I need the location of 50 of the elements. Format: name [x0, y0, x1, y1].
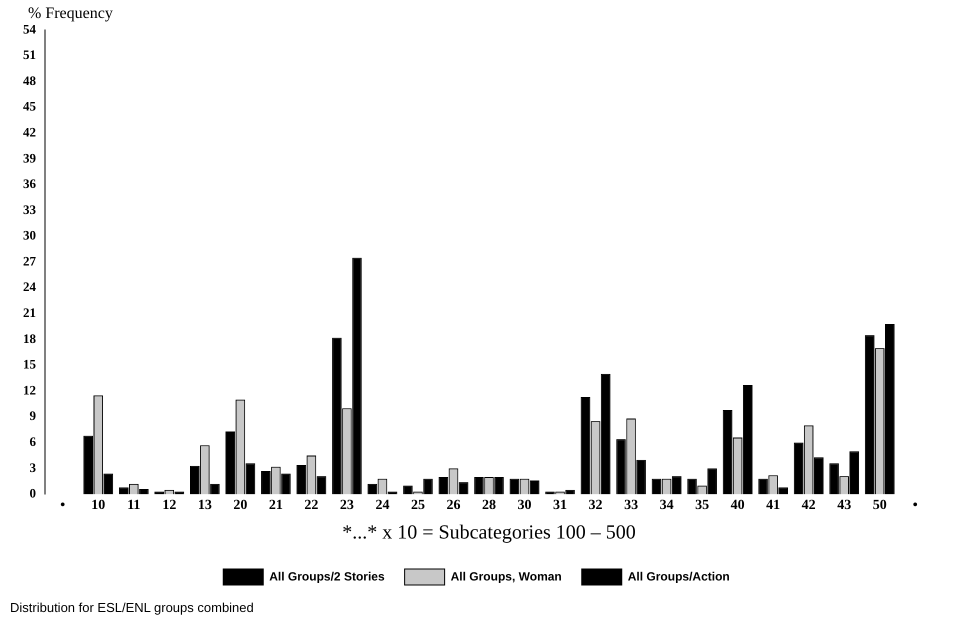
x-tick-label: 11 [127, 498, 140, 514]
x-tick-label: • [912, 498, 918, 514]
y-tick-label: 21 [23, 305, 36, 320]
y-tick-label: 3 [30, 460, 36, 475]
x-tick-label: 20 [233, 498, 248, 514]
x-tick-label: 12 [162, 498, 176, 514]
x-tick-label: 41 [766, 498, 780, 514]
y-tick-label: 36 [23, 176, 36, 192]
y-tick-label: 24 [23, 279, 36, 294]
y-tick-label: 15 [23, 356, 36, 372]
y-axis-title: % Frequency [28, 5, 113, 22]
x-tick-label: 23 [340, 498, 354, 514]
x-axis-title: *...* x 10 = Subcategories 100 – 500 [342, 521, 636, 544]
x-tick-label: • [60, 498, 66, 514]
text: Distribution for ESL/ENL groups combined [10, 600, 254, 615]
legend-label: All Groups, Woman [450, 569, 562, 584]
x-tick-label: 33 [624, 498, 638, 514]
x-tick-label: 43 [837, 498, 852, 514]
y-tick-label: 54 [23, 21, 36, 36]
x-tick-label: 28 [482, 498, 496, 514]
y-tick-label: 30 [23, 228, 36, 243]
y-tick-label: 0 [30, 486, 36, 501]
x-tick-label: 34 [660, 498, 674, 514]
x-tick-label: 35 [695, 498, 710, 514]
x-tick-label: 13 [198, 498, 212, 514]
x-tick-label: 42 [802, 498, 816, 514]
x-tick-label: 25 [410, 498, 425, 514]
y-tick-label: 6 [30, 434, 36, 449]
legend-label: All Groups/2 Stories [269, 569, 385, 584]
y-tick-label: 9 [30, 408, 36, 424]
y-tick-label: 12 [23, 382, 36, 398]
y-tick-label: 45 [23, 98, 36, 114]
y-tick-label: 33 [23, 202, 36, 217]
x-tick-label: 26 [446, 498, 460, 514]
x-tick-label: 21 [268, 498, 283, 514]
x-tick-label: 50 [872, 498, 887, 514]
x-tick-label: 10 [91, 498, 106, 514]
x-tick-label: 24 [375, 498, 390, 514]
y-tick-label: 18 [23, 330, 36, 346]
x-tick-label: 32 [588, 498, 603, 514]
x-tick-label: 22 [304, 498, 318, 514]
y-tick-label: 51 [23, 47, 36, 62]
y-tick-label: 48 [23, 72, 36, 88]
x-tick-label: 31 [553, 498, 568, 514]
x-tick-label: 30 [518, 498, 532, 514]
y-tick-label: 27 [23, 253, 36, 268]
y-tick-label: 39 [23, 150, 36, 166]
legend-label: All Groups/Action [628, 569, 730, 584]
y-tick-label: 42 [23, 124, 36, 140]
x-tick-label: 40 [730, 498, 745, 514]
